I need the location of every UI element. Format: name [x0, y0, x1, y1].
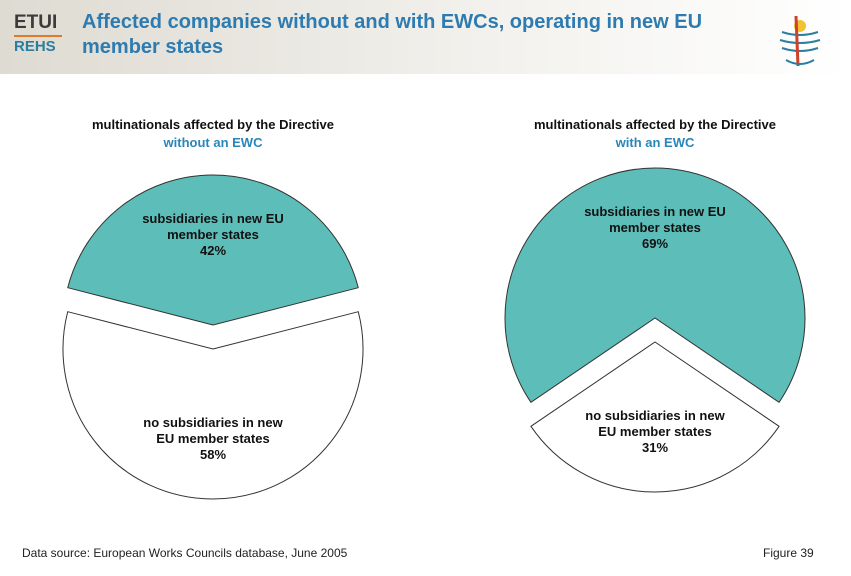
- header-band: [0, 0, 851, 74]
- slice-label: subsidiaries in new EU member states: [584, 204, 726, 235]
- chart-subtitle: with an EWC: [615, 134, 695, 150]
- header-icon: [779, 15, 821, 67]
- chart-title: multinationals affected by the Directive: [91, 116, 334, 132]
- slice-label: no subsidiaries in new EU member states: [143, 415, 283, 446]
- logo-text: ETUI: [14, 12, 58, 33]
- slice-value: 42%: [199, 243, 227, 258]
- slice-value: 58%: [199, 447, 227, 462]
- source-note: Data source: European Works Councils dat…: [22, 546, 348, 560]
- slice-value: 69%: [641, 236, 669, 251]
- pie-slice: [504, 167, 806, 404]
- pie-slice: [67, 174, 359, 326]
- slice-label: no subsidiaries in new EU member states: [585, 408, 725, 439]
- chart-subtitle: without an EWC: [163, 134, 263, 150]
- slide-title: Affected companies without and with EWCs…: [82, 11, 703, 58]
- logo-text: REHS: [14, 38, 56, 55]
- chart-title: multinationals affected by the Directive: [533, 116, 776, 132]
- pie-slice: [530, 341, 780, 493]
- slice-label: subsidiaries in new EU member states: [142, 211, 284, 242]
- figure-number: Figure 39: [763, 546, 814, 560]
- slice-value: 31%: [641, 440, 669, 455]
- pie-slice: [62, 311, 364, 500]
